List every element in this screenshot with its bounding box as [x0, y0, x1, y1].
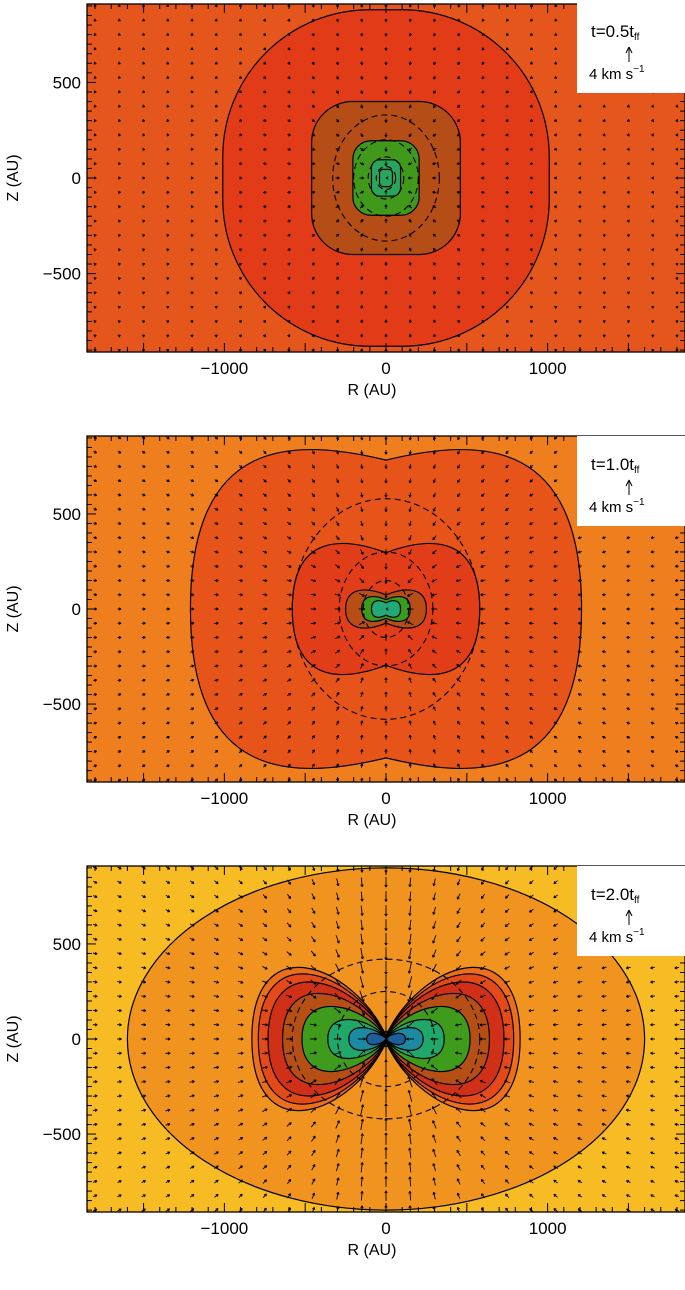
x-tick-label: 1000 [529, 1219, 567, 1238]
y-tick-label: 500 [53, 73, 81, 92]
y-tick-label: 0 [72, 600, 81, 619]
x-tick-label: −1000 [201, 1219, 249, 1238]
y-tick-label: −500 [43, 695, 81, 714]
y-tick-label: 500 [53, 505, 81, 524]
x-tick-label: 1000 [529, 789, 567, 808]
x-axis-label: R (AU) [348, 1242, 397, 1259]
y-tick-label: 0 [72, 169, 81, 188]
x-axis-label: R (AU) [348, 812, 397, 829]
y-tick-label: −500 [43, 1125, 81, 1144]
x-tick-label: 0 [381, 1219, 390, 1238]
y-tick-label: 0 [72, 1030, 81, 1049]
y-axis-label: Z (AU) [5, 154, 22, 201]
x-tick-label: −1000 [201, 359, 249, 378]
x-tick-label: 1000 [529, 359, 567, 378]
contour-plot-t10: −1000 0 1000 −500 0 500 R (AU) Z (AU) t=1.0tff4 … [0, 430, 685, 860]
x-tick-label: 0 [381, 789, 390, 808]
y-tick-label: −500 [43, 265, 81, 284]
y-tick-label: 500 [53, 935, 81, 954]
time-label: t=1.0tff [591, 455, 640, 476]
x-tick-label: 0 [381, 359, 390, 378]
x-tick-label: −1000 [201, 789, 249, 808]
contour-plot-t20: −1000 0 1000 −500 0 500 R (AU) Z (AU) t=2.0tff4 … [0, 860, 685, 1265]
x-axis-label: R (AU) [348, 382, 397, 399]
contour-plot-t05: −1000 0 1000 −500 0 500 R (AU) Z (AU) t=0.5tff4 … [0, 0, 685, 430]
time-label: t=0.5tff [591, 22, 640, 43]
y-axis-label: Z (AU) [5, 1015, 22, 1062]
y-axis-label: Z (AU) [5, 585, 22, 632]
time-label: t=2.0tff [591, 885, 640, 906]
